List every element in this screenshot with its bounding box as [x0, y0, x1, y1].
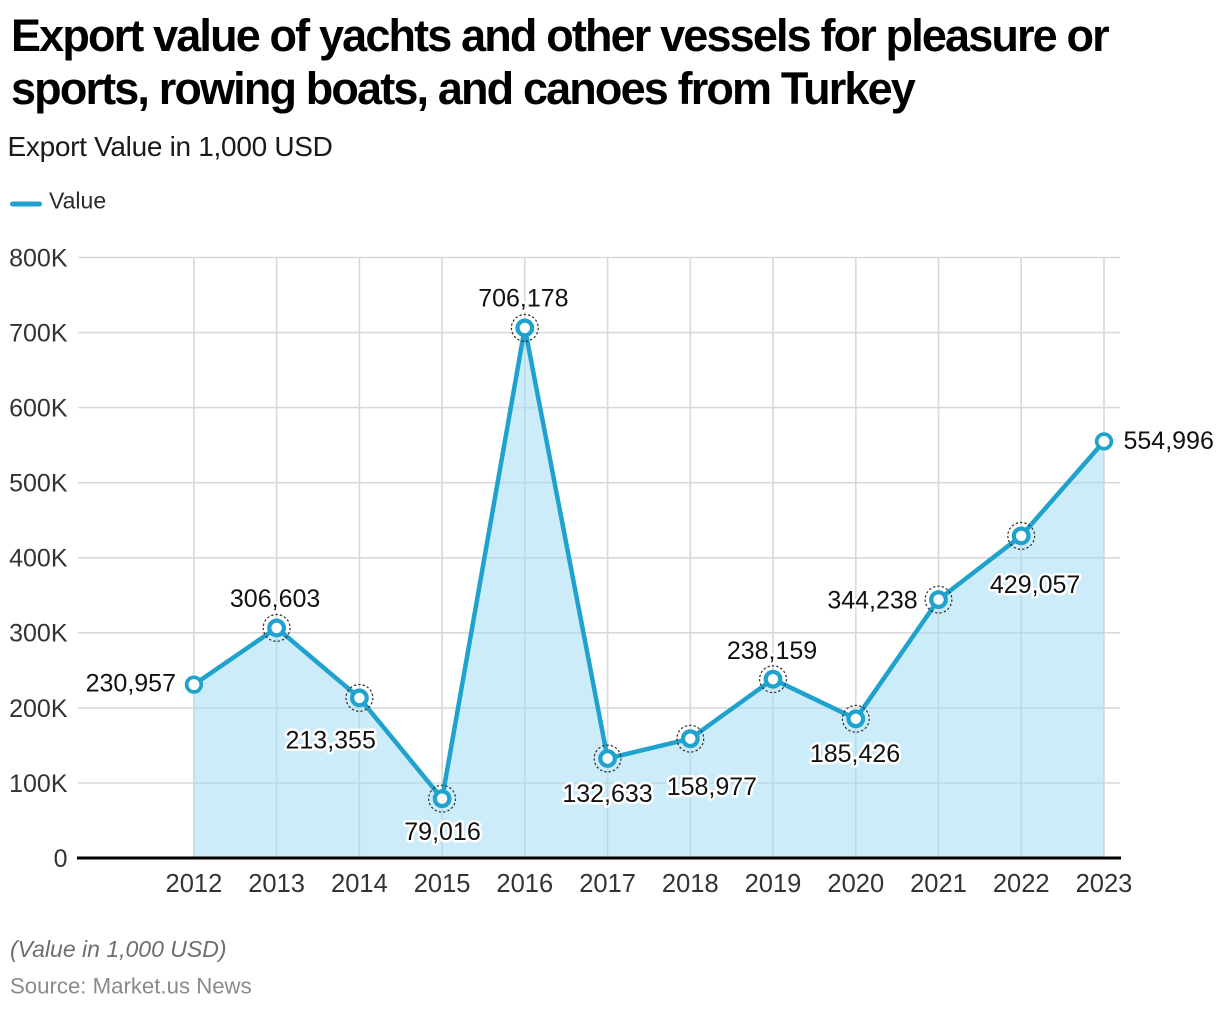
svg-text:sports, rowing boats, and cano: sports, rowing boats, and canoes from Tu…: [11, 63, 916, 114]
svg-text:2016: 2016: [496, 870, 553, 898]
svg-text:Source: Market.us News: Source: Market.us News: [10, 974, 252, 999]
svg-text:2020: 2020: [827, 870, 884, 898]
svg-text:2021: 2021: [910, 870, 967, 898]
svg-text:230,957: 230,957: [86, 670, 176, 698]
svg-text:2014: 2014: [331, 870, 388, 898]
svg-text:185,426: 185,426: [810, 740, 900, 768]
svg-text:Export Value in 1,000 USD: Export Value in 1,000 USD: [8, 131, 333, 162]
svg-text:600K: 600K: [9, 395, 68, 423]
svg-text:306,603: 306,603: [230, 585, 320, 613]
svg-text:Value: Value: [49, 188, 106, 214]
svg-text:429,057: 429,057: [990, 571, 1080, 599]
svg-text:2013: 2013: [248, 870, 305, 898]
svg-text:0: 0: [54, 845, 68, 873]
svg-text:100K: 100K: [9, 770, 68, 798]
svg-text:700K: 700K: [9, 320, 68, 348]
svg-text:554,996: 554,996: [1124, 427, 1214, 455]
svg-text:300K: 300K: [9, 620, 68, 648]
svg-text:158,977: 158,977: [667, 773, 757, 801]
svg-text:2018: 2018: [662, 870, 719, 898]
svg-text:2012: 2012: [166, 870, 223, 898]
svg-text:2022: 2022: [993, 870, 1050, 898]
svg-text:706,178: 706,178: [478, 284, 568, 312]
svg-text:79,016: 79,016: [404, 818, 480, 846]
svg-text:200K: 200K: [9, 695, 68, 723]
svg-text:2019: 2019: [745, 870, 802, 898]
svg-text:344,238: 344,238: [827, 586, 917, 614]
svg-text:213,355: 213,355: [286, 726, 376, 754]
svg-text:400K: 400K: [9, 545, 68, 573]
svg-text:800K: 800K: [9, 244, 68, 272]
svg-text:2017: 2017: [579, 870, 636, 898]
svg-text:2015: 2015: [414, 870, 471, 898]
svg-text:2023: 2023: [1076, 870, 1133, 898]
svg-text:500K: 500K: [9, 470, 68, 498]
svg-text:(Value in 1,000 USD): (Value in 1,000 USD): [10, 936, 226, 962]
svg-text:132,633: 132,633: [562, 780, 652, 808]
svg-text:238,159: 238,159: [727, 637, 817, 665]
svg-text:Export value of yachts and oth: Export value of yachts and other vessels…: [11, 10, 1109, 61]
